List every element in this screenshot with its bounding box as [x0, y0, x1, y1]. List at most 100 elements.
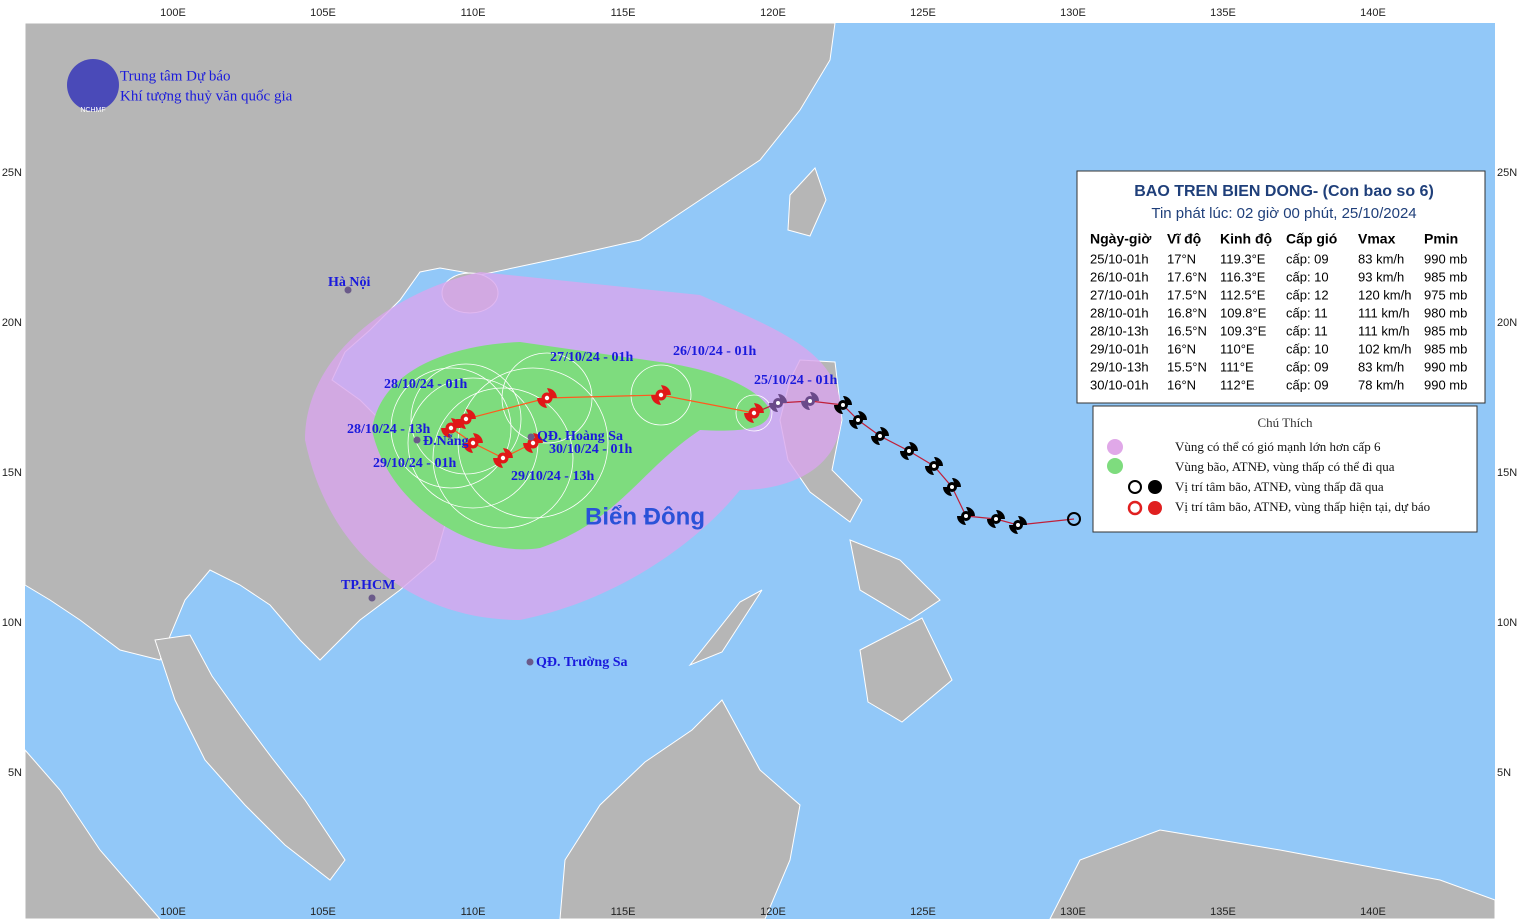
legend-item: Vùng bão, ATNĐ, vùng thấp có thể đi qua — [1175, 459, 1395, 474]
logo-text: NCHMF — [80, 107, 105, 114]
storm-icon — [943, 478, 961, 496]
storm-icon — [834, 396, 852, 414]
storm-eye — [808, 399, 812, 403]
lat-label: 25N — [2, 167, 22, 179]
table-cell: 28/10-01h — [1090, 305, 1149, 320]
storm-eye — [856, 418, 860, 422]
table-cell: cấp: 11 — [1286, 323, 1328, 338]
table-cell: 17°N — [1167, 251, 1196, 266]
storm-arm — [925, 457, 943, 475]
table-header: Cấp gió — [1286, 231, 1337, 247]
storm-arm — [744, 403, 764, 423]
storm-arm — [537, 388, 557, 408]
table-cell: 30/10-01h — [1090, 377, 1149, 392]
table-cell: 111°E — [1220, 359, 1254, 374]
table-cell: 16.8°N — [1167, 305, 1207, 320]
table-cell: cấp: 09 — [1286, 359, 1329, 374]
table-cell: 15.5°N — [1167, 359, 1207, 374]
table-cell: 16°N — [1167, 341, 1196, 356]
land — [24, 22, 1496, 920]
storm-icon — [849, 411, 867, 429]
table-cell: 17.6°N — [1167, 269, 1207, 284]
storm-eye — [964, 514, 968, 518]
legend-swatch — [1107, 439, 1123, 455]
table-cell: 112.5°E — [1220, 287, 1266, 302]
logo — [67, 59, 119, 111]
storm-eye — [994, 517, 998, 521]
track-label: 28/10/24 - 01h — [384, 377, 467, 392]
storm-icon — [1009, 516, 1027, 534]
sea-label: Biển Đông — [585, 503, 705, 530]
lon-label: 140E — [1360, 906, 1386, 918]
track-label: 26/10/24 - 01h — [673, 344, 756, 359]
table-cell: 980 mb — [1424, 305, 1467, 320]
storm-eye — [1016, 523, 1020, 527]
table-cell: 110°E — [1220, 341, 1255, 356]
storm-icon — [744, 403, 764, 423]
track-label: 29/10/24 - 13h — [511, 469, 594, 484]
storm-arm — [456, 409, 476, 429]
table-cell: 29/10-13h — [1090, 359, 1149, 374]
lon-label: 135E — [1210, 906, 1236, 918]
storm-icon — [463, 433, 483, 453]
org-name: Trung tâm Dự báo — [120, 68, 231, 84]
storm-arm — [957, 507, 975, 525]
place-dot — [368, 594, 376, 602]
table-cell: 109.3°E — [1220, 323, 1267, 338]
table-cell: 120 km/h — [1358, 287, 1411, 302]
table-header: Vmax — [1358, 231, 1396, 247]
track-label: 29/10/24 - 01h — [373, 456, 456, 471]
storm-icon — [871, 427, 889, 445]
place-dot — [526, 658, 534, 666]
table-cell: 111 km/h — [1358, 305, 1410, 320]
storm-arm — [769, 394, 787, 412]
storm-arm — [801, 392, 819, 410]
storm-icon — [493, 448, 513, 468]
table-cell: 29/10-01h — [1090, 341, 1149, 356]
storm-arm — [651, 385, 671, 405]
legend-item: Vùng có thể có gió mạnh lớn hơn cấp 6 — [1175, 439, 1381, 454]
storm-eye — [470, 440, 476, 446]
table-header: Ngày-giờ — [1090, 231, 1151, 247]
table-cell: 985 mb — [1424, 269, 1467, 284]
track-label: 28/10/24 - 13h — [347, 422, 430, 437]
storm-arm — [900, 442, 918, 460]
legend-swatch — [1107, 458, 1123, 474]
track-label: 27/10/24 - 01h — [550, 350, 633, 365]
place-label: Đ.Nẵng — [423, 433, 469, 449]
lon-label: 110E — [461, 7, 486, 19]
table-cell: cấp: 09 — [1286, 251, 1329, 266]
lon-label: 125E — [910, 906, 936, 918]
legend-swatch — [1148, 501, 1162, 515]
lon-label: 125E — [910, 7, 936, 19]
legend-item: Vị trí tâm bão, ATNĐ, vùng thấp đã qua — [1175, 479, 1384, 494]
storm-arm — [834, 396, 852, 414]
storm-icon — [769, 394, 787, 412]
storm-arm — [441, 418, 461, 438]
table-cell: cấp: 10 — [1286, 341, 1329, 356]
legend-swatch — [1128, 480, 1142, 494]
storm-icon — [441, 418, 461, 438]
bulletin-box — [1076, 170, 1486, 404]
table-cell: 109.8°E — [1220, 305, 1267, 320]
table-cell: 975 mb — [1424, 287, 1467, 302]
storm-arm — [1009, 516, 1027, 534]
lon-label: 130E — [1060, 7, 1086, 19]
table-header: Pmin — [1424, 231, 1458, 247]
lon-label: 110E — [461, 906, 486, 918]
storm-eye — [878, 434, 882, 438]
table-cell: 78 km/h — [1358, 377, 1404, 392]
storm-arm — [849, 411, 867, 429]
storm-eye — [776, 401, 780, 405]
past-low-marker — [1067, 512, 1081, 526]
table-cell: 25/10-01h — [1090, 251, 1149, 266]
table-header: Kinh độ — [1220, 231, 1272, 247]
table-cell: 17.5°N — [1167, 287, 1207, 302]
storm-eye — [751, 410, 757, 416]
table-cell: 28/10-13h — [1090, 323, 1149, 338]
storm-eye — [463, 416, 469, 422]
track-label: 30/10/24 - 01h — [549, 442, 632, 457]
storm-icon — [651, 385, 671, 405]
track-label: 25/10/24 - 01h — [754, 373, 837, 388]
table-cell: 111 km/h — [1358, 323, 1410, 338]
